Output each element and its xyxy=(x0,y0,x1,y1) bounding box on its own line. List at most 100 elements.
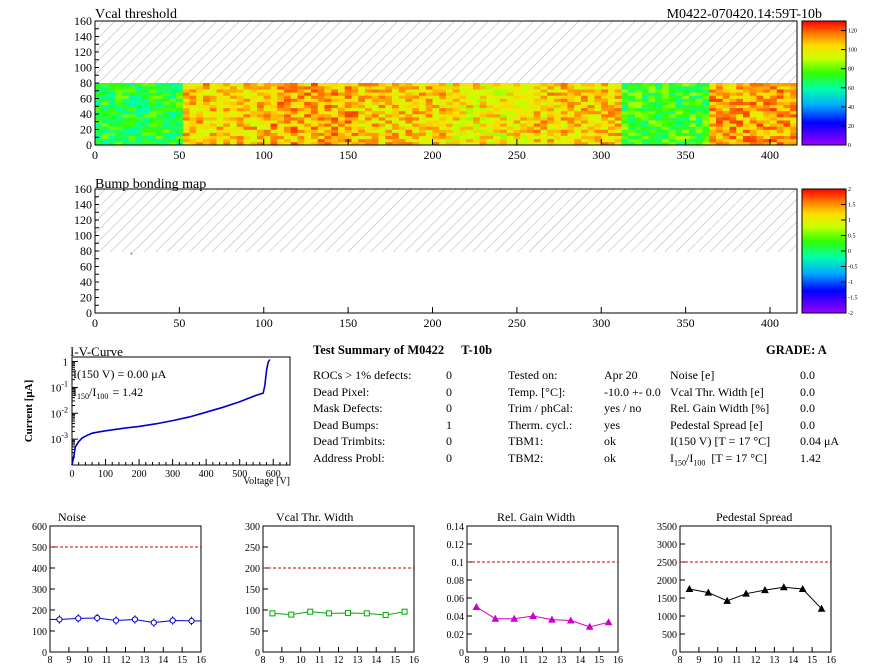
heatmap-cell xyxy=(155,120,163,124)
heatmap-cell xyxy=(500,117,508,121)
heatmap-cell xyxy=(101,117,109,121)
heatmap-cell xyxy=(398,98,406,102)
heatmap-cell xyxy=(770,132,778,136)
heatmap-cell xyxy=(135,86,143,90)
heatmap-cell xyxy=(770,135,778,140)
heatmap-cell xyxy=(385,86,393,90)
heatmap-cell xyxy=(770,138,778,143)
heatmap-cell xyxy=(209,123,217,127)
heatmap-cell xyxy=(743,101,751,105)
vcal-scale-tick-label: 0 xyxy=(848,143,851,149)
heatmap-cell xyxy=(331,83,339,87)
summary-left-row-value: 0 xyxy=(446,384,452,399)
heatmap-cell xyxy=(405,120,413,124)
heatmap-cell xyxy=(722,86,730,90)
heatmap-cell xyxy=(567,138,575,143)
heatmap-cell xyxy=(385,95,393,99)
heatmap-cell xyxy=(581,92,589,96)
trend-x-tick-label: 13 xyxy=(769,655,779,666)
heatmap-cell xyxy=(135,129,143,133)
heatmap-cell xyxy=(635,117,643,121)
heatmap-cell xyxy=(749,126,757,130)
heatmap-cell xyxy=(473,101,481,105)
bump-color-scale-ticks: -2-1.5-1-0.500.511.52 xyxy=(841,187,858,317)
heatmap-cell xyxy=(392,132,400,136)
heatmap-cell xyxy=(189,123,197,127)
heatmap-cell xyxy=(506,83,514,87)
heatmap-cell xyxy=(270,92,278,96)
trend-y-tick-label: 0.04 xyxy=(447,612,465,623)
heatmap-cell xyxy=(736,101,744,105)
heatmap-cell xyxy=(149,132,157,136)
heatmap-cell xyxy=(115,141,123,146)
heatmap-cell xyxy=(284,114,292,118)
heatmap-cell xyxy=(729,123,737,127)
heatmap-cell xyxy=(594,114,602,118)
heatmap-cell xyxy=(203,89,211,93)
heatmap-cell xyxy=(527,104,535,109)
heatmap-cell xyxy=(297,95,305,99)
summary-mid-row-label: Therm. cycl.: xyxy=(508,417,573,432)
heatmap-cell xyxy=(567,120,575,124)
heatmap-cell xyxy=(594,120,602,124)
vcal-empty-region xyxy=(95,21,797,83)
heatmap-cell xyxy=(317,138,325,143)
heatmap-cell xyxy=(635,129,643,133)
iv-series-line xyxy=(71,359,271,466)
heatmap-cell xyxy=(790,107,798,112)
heatmap-cell xyxy=(358,104,366,109)
heatmap-cell xyxy=(466,141,474,146)
trend-x-tick-label: 11 xyxy=(102,655,112,666)
heatmap-cell xyxy=(486,141,494,146)
heatmap-cell xyxy=(770,110,778,115)
heatmap-cell xyxy=(776,123,784,127)
heatmap-cell xyxy=(169,129,177,133)
heatmap-cell xyxy=(506,89,514,93)
trend-y-tick-label: 0.06 xyxy=(447,594,465,605)
heatmap-cell xyxy=(567,123,575,127)
heatmap-cell xyxy=(324,83,332,87)
heatmap-cell xyxy=(473,135,481,140)
heatmap-cell xyxy=(365,89,373,93)
trend-point xyxy=(472,602,481,610)
heatmap-cell xyxy=(317,114,325,118)
bump-y-tick-label: 120 xyxy=(74,213,92,227)
heatmap-cell xyxy=(324,114,332,118)
heatmap-cell xyxy=(554,132,562,136)
heatmap-cell xyxy=(722,83,730,87)
heatmap-cell xyxy=(176,104,184,109)
heatmap-cell xyxy=(398,86,406,90)
heatmap-cell xyxy=(486,114,494,118)
heatmap-cell xyxy=(452,86,460,90)
heatmap-cell xyxy=(216,107,224,112)
heatmap-cell xyxy=(122,123,130,127)
heatmap-cell xyxy=(506,126,514,130)
heatmap-cell xyxy=(425,95,433,99)
heatmap-cell xyxy=(736,104,744,109)
heatmap-cell xyxy=(452,132,460,136)
heatmap-cell xyxy=(297,132,305,136)
heatmap-cell xyxy=(304,132,312,136)
heatmap-cell xyxy=(682,114,690,118)
heatmap-cell xyxy=(581,95,589,99)
heatmap-cell xyxy=(790,126,798,130)
heatmap-cell xyxy=(196,110,204,115)
heatmap-cell xyxy=(155,83,163,87)
heatmap-cell xyxy=(398,95,406,99)
heatmap-cell xyxy=(230,135,238,140)
heatmap-cell xyxy=(675,110,683,115)
summary-left-row-label: Dead Trimbits: xyxy=(313,434,386,448)
heatmap-cell xyxy=(155,135,163,140)
heatmap-cell xyxy=(122,135,130,140)
heatmap-cell xyxy=(621,141,629,146)
heatmap-cell xyxy=(95,126,103,130)
heatmap-cell xyxy=(365,132,373,136)
heatmap-cell xyxy=(365,120,373,124)
heatmap-cell xyxy=(527,107,535,112)
heatmap-cell xyxy=(479,132,487,136)
heatmap-cell xyxy=(675,132,683,136)
heatmap-cell xyxy=(250,104,258,109)
heatmap-cell xyxy=(297,123,305,127)
heatmap-cell xyxy=(257,123,265,127)
heatmap-cell xyxy=(466,107,474,112)
